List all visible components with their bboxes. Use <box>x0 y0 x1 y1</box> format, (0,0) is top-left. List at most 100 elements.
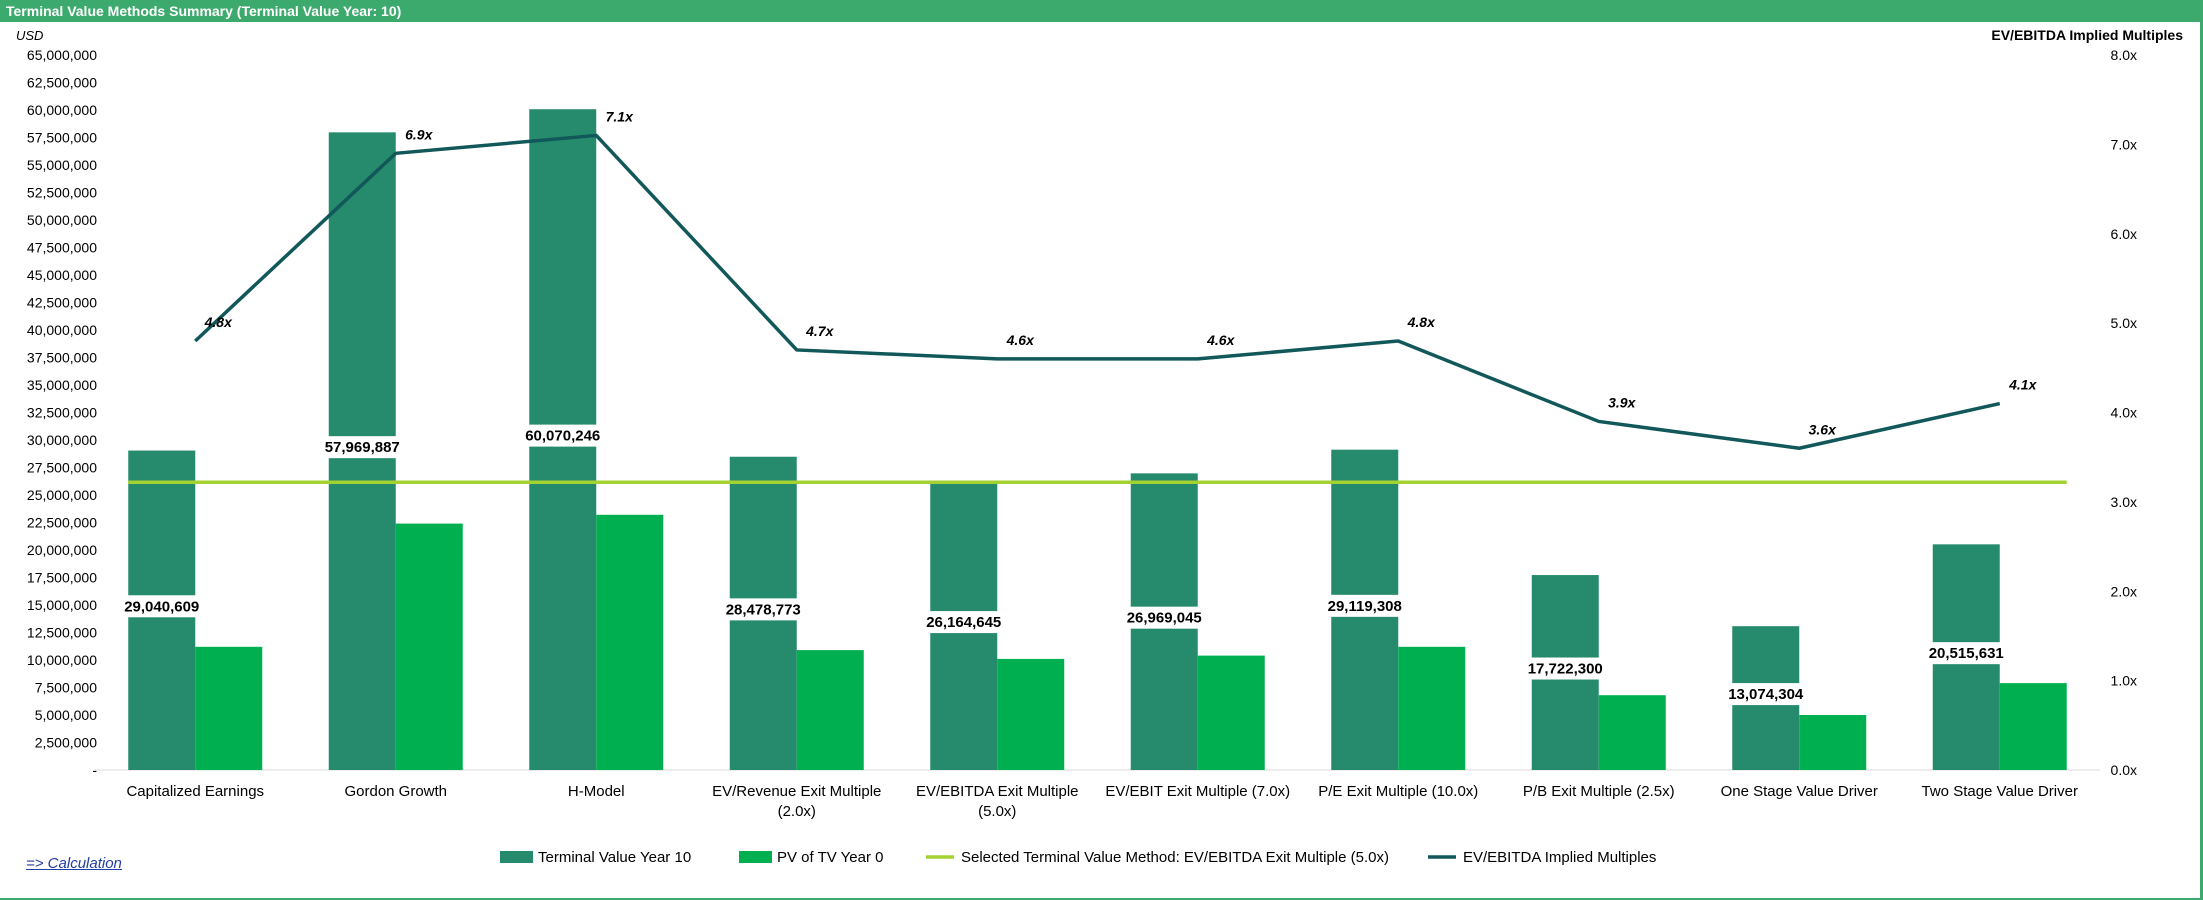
right-tick-label: 4.0x <box>2111 405 2137 421</box>
implied-multiple-label: 7.1x <box>606 108 634 124</box>
legend-label: PV of TV Year 0 <box>777 849 883 866</box>
right-tick-label: 1.0x <box>2111 673 2137 689</box>
terminal-value-data-label: 13,074,304 <box>1728 686 1804 703</box>
pv-tv-bar <box>1598 695 1666 770</box>
pv-tv-bar <box>1197 655 1265 770</box>
implied-multiple-label: 3.6x <box>1809 421 1837 437</box>
category-label: (2.0x) <box>778 803 816 820</box>
left-tick-label: 57,500,000 <box>27 130 97 146</box>
left-tick-label: 37,500,000 <box>27 350 97 366</box>
legend-swatch <box>739 851 772 863</box>
legend-label: Selected Terminal Value Method: EV/EBITD… <box>961 849 1389 866</box>
terminal-value-data-label: 26,164,645 <box>926 614 1001 631</box>
frame-bottom-edge <box>0 898 2203 900</box>
left-tick-label: 7,500,000 <box>35 680 97 696</box>
legend-swatch <box>500 851 533 863</box>
frame-right-edge <box>2200 22 2203 900</box>
left-tick-label: 55,000,000 <box>27 157 97 173</box>
left-tick-label: 50,000,000 <box>27 212 97 228</box>
implied-multiple-label: 3.9x <box>1608 394 1636 410</box>
data-label-bg <box>114 595 209 618</box>
category-label: One Stage Value Driver <box>1721 783 1878 800</box>
left-tick-label: - <box>92 762 97 778</box>
right-tick-label: 6.0x <box>2111 226 2137 242</box>
pv-tv-bar <box>1999 683 2067 770</box>
pv-tv-bar <box>997 658 1065 770</box>
left-tick-label: 40,000,000 <box>27 322 97 338</box>
right-tick-label: 7.0x <box>2111 136 2137 152</box>
left-tick-label: 17,500,000 <box>27 570 97 586</box>
pv-tv-bar <box>1398 646 1466 770</box>
left-tick-label: 25,000,000 <box>27 487 97 503</box>
implied-multiple-label: 4.1x <box>2008 377 2037 393</box>
data-label-bg <box>1317 594 1412 617</box>
left-tick-label: 45,000,000 <box>27 267 97 283</box>
category-label: EV/EBITDA Exit Multiple <box>916 783 1079 800</box>
category-label: Gordon Growth <box>344 783 447 800</box>
left-tick-label: 42,500,000 <box>27 295 97 311</box>
category-label: EV/EBIT Exit Multiple (7.0x) <box>1105 783 1290 800</box>
right-tick-label: 5.0x <box>2111 315 2137 331</box>
data-label-bg <box>1518 657 1613 680</box>
terminal-value-data-label: 60,070,246 <box>525 428 600 445</box>
category-label: Two Stage Value Driver <box>1922 783 2078 800</box>
left-tick-label: 12,500,000 <box>27 625 97 641</box>
pv-tv-bar <box>596 514 664 770</box>
right-tick-label: 8.0x <box>2111 47 2137 63</box>
left-tick-label: 10,000,000 <box>27 652 97 668</box>
right-tick-label: 0.0x <box>2111 762 2137 778</box>
terminal-value-data-label: 17,722,300 <box>1528 661 1603 678</box>
chart-title-bar: Terminal Value Methods Summary (Terminal… <box>0 0 2203 22</box>
data-label-bg <box>1718 683 1813 706</box>
chart-title: Terminal Value Methods Summary (Terminal… <box>6 3 402 19</box>
left-tick-label: 2,500,000 <box>35 735 97 751</box>
category-label: H-Model <box>568 783 625 800</box>
terminal-value-data-label: 29,040,609 <box>124 598 199 615</box>
right-tick-label: 3.0x <box>2111 494 2137 510</box>
terminal-value-data-label: 26,969,045 <box>1127 610 1202 627</box>
calculation-link[interactable]: => Calculation <box>26 855 122 872</box>
category-label: (5.0x) <box>978 803 1016 820</box>
implied-multiple-label: 4.6x <box>1206 332 1235 348</box>
left-tick-label: 52,500,000 <box>27 185 97 201</box>
legend-label: Terminal Value Year 10 <box>538 849 691 866</box>
implied-multiple-label: 4.8x <box>1407 314 1436 330</box>
terminal-value-data-label: 28,478,773 <box>726 601 801 618</box>
data-label-bg <box>916 611 1011 634</box>
right-tick-label: 2.0x <box>2111 583 2137 599</box>
left-tick-label: 22,500,000 <box>27 515 97 531</box>
pv-tv-bar <box>195 646 263 770</box>
left-tick-label: 15,000,000 <box>27 597 97 613</box>
data-label-bg <box>716 598 811 621</box>
implied-multiple-label: 6.9x <box>405 126 433 142</box>
left-tick-label: 65,000,000 <box>27 47 97 63</box>
left-tick-label: 60,000,000 <box>27 102 97 118</box>
left-axis-title: USD <box>16 28 43 43</box>
left-tick-label: 32,500,000 <box>27 405 97 421</box>
pv-tv-bar <box>796 650 864 770</box>
category-label: EV/Revenue Exit Multiple <box>712 783 881 800</box>
left-tick-label: 5,000,000 <box>35 707 97 723</box>
left-tick-label: 27,500,000 <box>27 460 97 476</box>
left-tick-label: 47,500,000 <box>27 240 97 256</box>
implied-multiple-label: 4.7x <box>805 323 834 339</box>
pv-tv-bar <box>1799 715 1867 770</box>
data-label-bg <box>315 436 410 459</box>
pv-tv-bar <box>395 523 463 770</box>
left-tick-label: 35,000,000 <box>27 377 97 393</box>
category-label: P/E Exit Multiple (10.0x) <box>1318 783 1478 800</box>
data-label-bg <box>1919 642 2014 665</box>
category-label: P/B Exit Multiple (2.5x) <box>1523 783 1675 800</box>
terminal-value-data-label: 29,119,308 <box>1328 598 1402 615</box>
left-tick-label: 30,000,000 <box>27 432 97 448</box>
data-label-bg <box>1117 606 1212 629</box>
implied-multiple-label: 4.6x <box>1006 332 1035 348</box>
left-tick-label: 20,000,000 <box>27 542 97 558</box>
left-tick-label: 62,500,000 <box>27 75 97 91</box>
terminal-value-data-label: 20,515,631 <box>1929 645 2004 662</box>
legend-label: EV/EBITDA Implied Multiples <box>1463 849 1656 866</box>
terminal-value-data-label: 57,969,887 <box>325 439 400 456</box>
implied-multiple-label: 4.8x <box>204 314 233 330</box>
category-label: Capitalized Earnings <box>126 783 264 800</box>
